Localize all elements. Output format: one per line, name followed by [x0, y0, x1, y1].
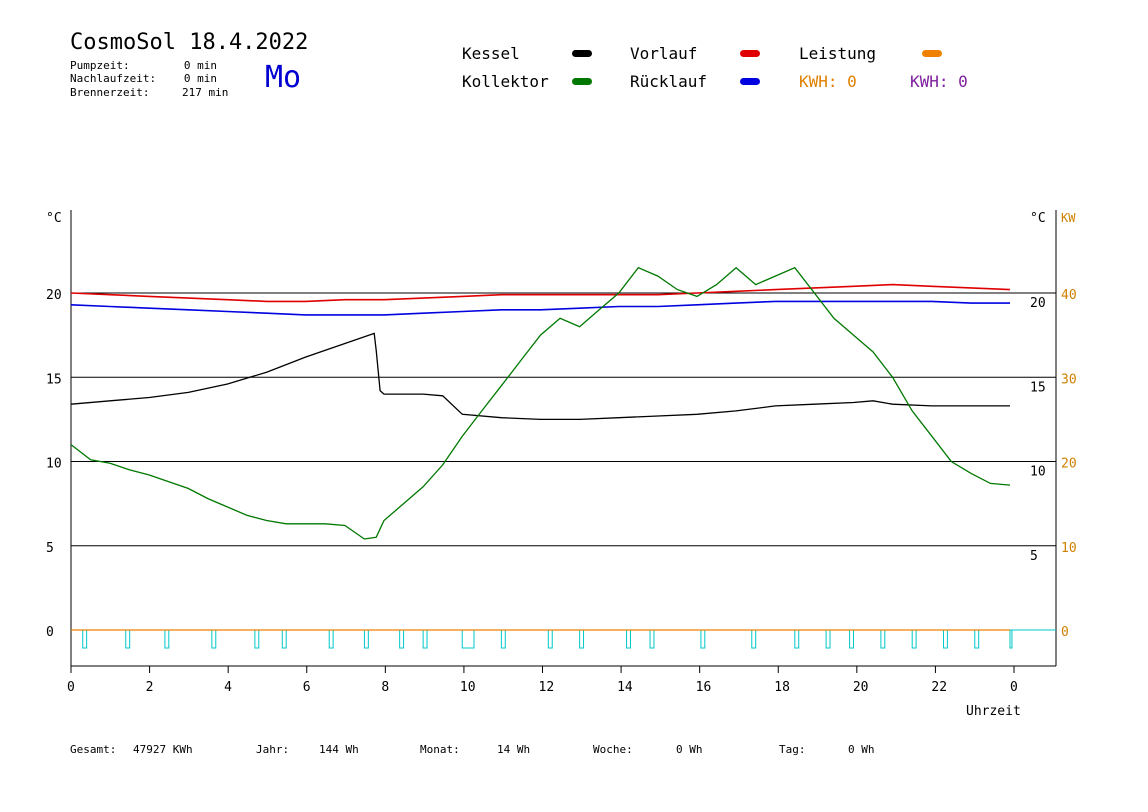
pump-pulse-17 — [751, 630, 757, 649]
footer-total-label: Gesamt: — [70, 743, 117, 756]
y-tick-right-20: 20 — [1030, 296, 1046, 311]
pump-pulse-25 — [1009, 630, 1013, 649]
legend-ruecklauf-swatch — [740, 78, 760, 85]
y-tick-left-20: 20 — [46, 288, 62, 303]
pump-pulse-3 — [211, 630, 217, 649]
kw-tick-10: 10 — [1061, 541, 1077, 556]
footer-day-value: 0 Wh — [848, 743, 875, 756]
footer-day-label: Tag: — [779, 743, 806, 756]
pump-pulse-16 — [700, 630, 706, 649]
y-tick-left-10: 10 — [46, 457, 62, 472]
afterrun-time-label: Nachlaufzeit: — [70, 72, 157, 85]
pump-time-value: 0 min — [183, 59, 217, 72]
series-line-ruecklauf — [70, 300, 1010, 316]
legend-kollektor-label: Kollektor — [462, 72, 549, 91]
burner-time-label: Brennerzeit: — [70, 86, 150, 99]
kw-tick-30: 30 — [1061, 372, 1077, 387]
x-tick-label-12: 0 — [1010, 680, 1018, 695]
x-tick-label-9: 18 — [774, 680, 790, 695]
legend-ruecklauf-label: Rücklauf — [630, 72, 708, 91]
footer-total-value: 47927 KWh — [133, 743, 193, 756]
pump-pulse-1 — [125, 630, 131, 649]
pump-pulse-5 — [281, 630, 287, 649]
chart-title: CosmoSol 18.4.2022 — [70, 30, 309, 55]
kw-tick-0: 0 — [1061, 625, 1069, 640]
legend-kwh1: KWH: 0 — [799, 72, 857, 91]
y-tick-right-5: 5 — [1030, 549, 1038, 564]
pump-pulse-18 — [794, 630, 800, 649]
pump-pulse-4 — [254, 630, 260, 649]
x-axis-label: Uhrzeit — [966, 704, 1021, 719]
afterrun-time: Nachlaufzeit: 0 min — [70, 72, 217, 85]
pump-pulse-20 — [849, 630, 854, 649]
pump-pulse-22 — [911, 630, 917, 649]
x-tick-label-8: 16 — [696, 680, 712, 695]
legend-vorlauf-label: Vorlauf — [630, 44, 698, 63]
y-tick-right-15: 15 — [1030, 380, 1046, 395]
kw-unit: KW — [1061, 211, 1076, 225]
pump-pulse-14 — [626, 630, 631, 649]
weekday: Mo — [265, 60, 302, 95]
pump-pulse-13 — [579, 630, 585, 649]
legend-leistung-label: Leistung — [799, 44, 877, 63]
x-tick-label-0: 0 — [67, 680, 75, 695]
pump-pulse-15 — [649, 630, 655, 649]
pump-time: Pumpzeit: 0 min — [70, 59, 217, 72]
kw-tick-40: 40 — [1061, 288, 1077, 303]
footer-year-value: 144 Wh — [319, 743, 359, 756]
afterrun-time-value: 0 min — [183, 72, 217, 85]
footer-week-value: 0 Wh — [676, 743, 703, 756]
x-tick-label-1: 2 — [146, 680, 154, 695]
legend-kollektor-swatch — [572, 78, 592, 85]
pump-pulse-12 — [547, 630, 553, 649]
x-tick-label-7: 14 — [617, 680, 633, 695]
pump-pulse-7 — [363, 630, 369, 649]
pump-time-label: Pumpzeit: — [70, 59, 130, 72]
x-tick-label-10: 20 — [853, 680, 869, 695]
x-tick-label-4: 8 — [381, 680, 389, 695]
legend-kessel-label: Kessel — [462, 44, 520, 63]
footer-month-label: Monat: — [420, 743, 460, 756]
legend-vorlauf-swatch — [740, 50, 760, 57]
pump-pulse-6 — [328, 630, 334, 649]
y-tick-right-10: 10 — [1030, 465, 1046, 480]
pump-pulse-23 — [942, 630, 948, 649]
x-tick-label-5: 10 — [460, 680, 476, 695]
pump-pulse-19 — [825, 630, 831, 649]
pump-pulse-24 — [974, 630, 980, 649]
series-line-kollektor — [70, 266, 1011, 540]
y-tick-left-5: 5 — [46, 541, 54, 556]
legend-kwh2: KWH: 0 — [910, 72, 968, 91]
series-line-vorlauf — [70, 283, 1011, 303]
y-tick-left-0: 0 — [46, 625, 54, 640]
x-tick-label-2: 4 — [224, 680, 232, 695]
pump-pulse-10 — [461, 630, 475, 649]
pump-pulse-8 — [399, 630, 405, 649]
pump-pulse-2 — [164, 630, 170, 649]
x-tick-label-6: 12 — [539, 680, 555, 695]
legend-leistung-swatch — [922, 50, 942, 57]
x-tick-label-11: 22 — [931, 680, 947, 695]
series-line-kessel — [70, 332, 1010, 421]
pump-pulse-21 — [880, 630, 886, 649]
y-tick-left-15: 15 — [46, 372, 62, 387]
kw-tick-20: 20 — [1061, 457, 1077, 472]
y-unit-right: °C — [1030, 211, 1046, 226]
pump-pulse-0 — [82, 630, 88, 649]
pump-pulse-11 — [500, 630, 506, 649]
x-tick-label-3: 6 — [303, 680, 311, 695]
footer-week-label: Woche: — [593, 743, 633, 756]
legend-kessel-swatch — [572, 50, 592, 57]
footer-year-label: Jahr: — [256, 743, 290, 756]
y-unit-left: °C — [46, 211, 62, 226]
footer-month-value: 14 Wh — [497, 743, 531, 756]
pump-pulse-9 — [422, 630, 428, 649]
